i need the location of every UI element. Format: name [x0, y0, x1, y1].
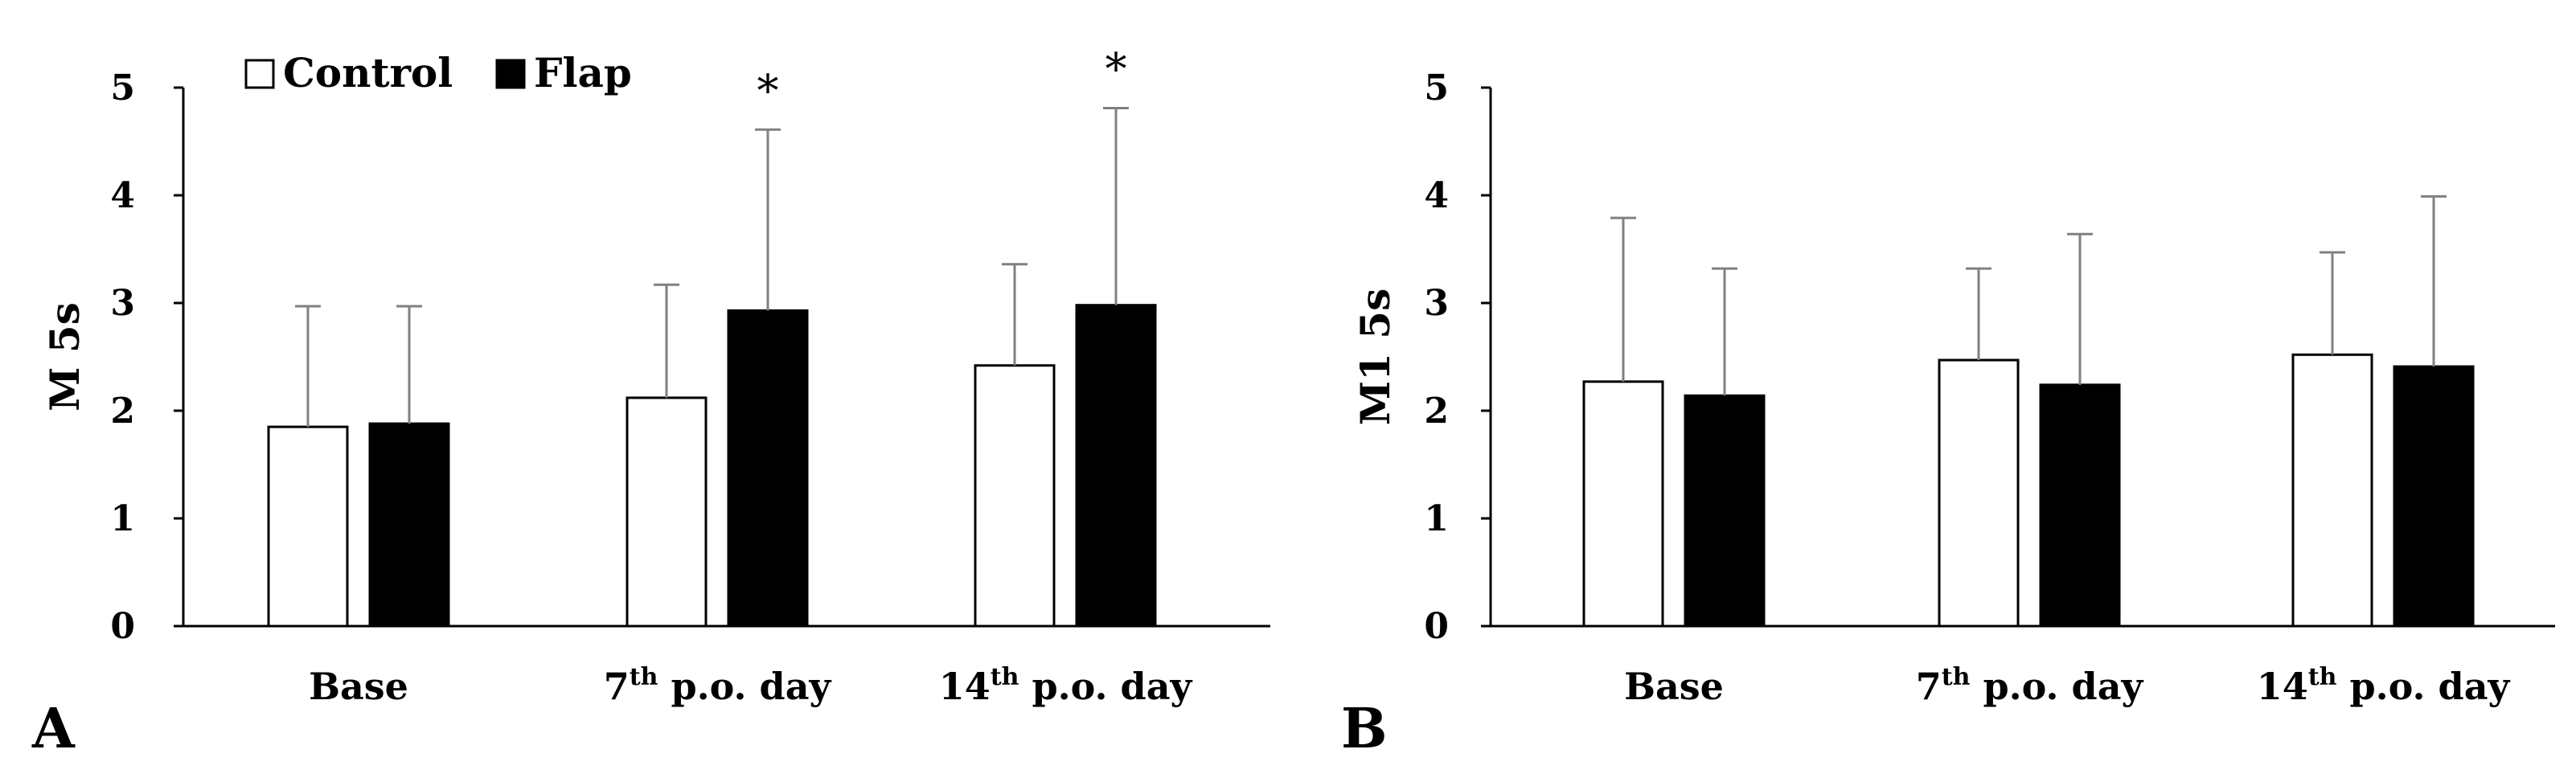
y-axis-label: M 5s [41, 302, 88, 412]
y-tick-label: 4 [110, 175, 135, 216]
y-tick-label: 3 [110, 283, 135, 324]
y-tick-label: 5 [110, 68, 135, 109]
y-tick-label: 4 [1424, 175, 1449, 216]
legend-label-flap: Flap [534, 49, 632, 96]
bar-flap [368, 422, 450, 628]
bar-control [1582, 380, 1664, 628]
bar-control [267, 425, 349, 628]
x-category-label: 7th p.o. day [604, 663, 832, 708]
legend: Control Flap [244, 49, 632, 96]
bar-control [626, 396, 708, 628]
panel-letter: A [31, 697, 76, 761]
y-tick-label: 3 [1424, 283, 1449, 324]
legend-label-control: Control [283, 49, 453, 96]
y-axis-label: M1 5s [1352, 289, 1399, 425]
x-category-label: 7th p.o. day [1916, 663, 2144, 708]
legend-swatch-control [244, 59, 275, 89]
bar-control [974, 364, 1056, 628]
bar-flap [1075, 304, 1157, 628]
y-tick-label: 5 [1424, 68, 1449, 109]
y-tick-label: 0 [1424, 606, 1449, 647]
y-tick-label: 1 [110, 498, 135, 539]
panel-b-chart: 0 1 2 3 4 5 M1 5s B Base 7th p.o. day 14th p.o. da… [1341, 68, 2555, 761]
x-category-label: Base [1624, 665, 1724, 708]
bar-control [1938, 358, 2020, 628]
y-tick-label: 2 [110, 391, 135, 432]
significance-star: * [1105, 43, 1127, 94]
x-category-label: 14th p.o. day [2257, 663, 2511, 708]
y-tick-label: 1 [1424, 498, 1449, 539]
bar-flap [727, 309, 809, 628]
x-category-label: 14th p.o. day [939, 663, 1193, 708]
panel-letter: B [1341, 697, 1387, 761]
bar-flap [2393, 365, 2475, 628]
legend-swatch-flap [495, 59, 526, 89]
bar-control [2291, 353, 2373, 628]
bar-flap [2039, 383, 2121, 628]
x-category-label: Base [309, 665, 408, 708]
bar-flap [1684, 394, 1766, 628]
y-tick-label: 2 [1424, 391, 1449, 432]
panel-a-chart: 0 1 2 3 4 5 M 5s A Base 7th p.o. day 14th p.o. day… [31, 43, 1270, 761]
significance-star: * [757, 65, 779, 116]
y-tick-label: 0 [110, 606, 135, 647]
